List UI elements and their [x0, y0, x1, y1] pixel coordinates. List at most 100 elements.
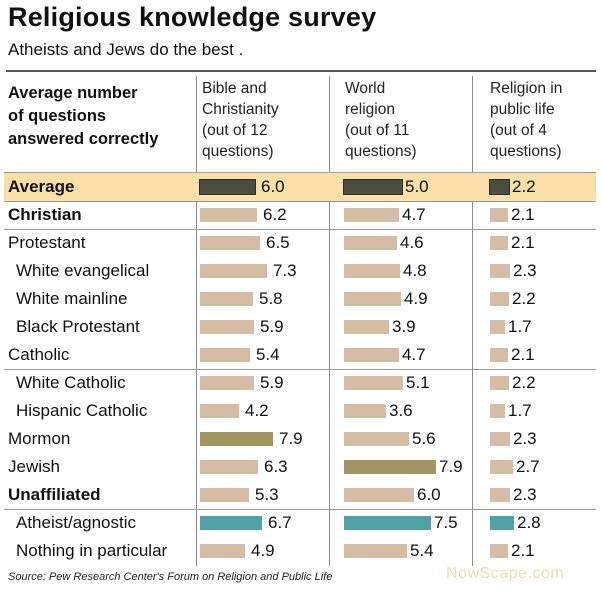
value-label: 5.1 [406, 373, 430, 392]
bar [344, 376, 403, 390]
bar [343, 179, 403, 195]
category-label: Atheist/agnostic [16, 513, 137, 532]
bar [344, 292, 401, 306]
value-label: 2.2 [512, 289, 536, 308]
bar [344, 264, 400, 278]
value-label: 3.9 [392, 317, 416, 336]
value-label: 4.6 [400, 233, 424, 252]
value-label: 4.9 [251, 541, 275, 560]
column-divider [329, 76, 330, 566]
category-label: Black Protestant [16, 317, 140, 336]
bar [200, 264, 267, 278]
column-header-line: World [345, 80, 386, 97]
column-header-public-life: Religion in public life (out of 4 questi… [490, 78, 562, 162]
value-label: 5.9 [260, 317, 284, 336]
row-separator [4, 172, 596, 173]
category-label: White mainline [16, 289, 128, 308]
column-header-bible: Bible and Christianity (out of 12 questi… [202, 78, 279, 162]
bar [489, 179, 510, 195]
column-header-line: questions) [345, 143, 417, 160]
category-label: Hispanic Catholic [16, 401, 148, 420]
value-label: 2.2 [512, 373, 536, 392]
column-header-world: World religion (out of 11 questions) [345, 78, 417, 162]
bar [200, 488, 249, 502]
value-label: 2.3 [513, 485, 537, 504]
category-label: Christian [8, 205, 82, 224]
value-label: 2.1 [511, 345, 535, 364]
bar [490, 376, 509, 390]
value-label: 2.8 [517, 513, 541, 532]
value-label: 2.1 [511, 233, 535, 252]
row-header: Average number of questions answered cor… [8, 82, 158, 151]
category-label: White Catholic [16, 373, 126, 392]
column-header-line: questions) [202, 143, 274, 160]
bar [200, 320, 254, 334]
bar [200, 404, 239, 418]
value-label: 4.9 [404, 289, 428, 308]
column-header-line: questions) [490, 143, 562, 160]
value-label: 2.7 [516, 457, 540, 476]
chart-subtitle: Atheists and Jews do the best . [8, 40, 244, 59]
column-header-line: Christianity [202, 101, 279, 118]
bar [200, 208, 257, 222]
bar [490, 404, 505, 418]
row-header-line: Average number [8, 84, 138, 102]
bar [344, 488, 414, 502]
top-rule [6, 70, 596, 72]
row-header-line: of questions [8, 107, 107, 125]
value-label: 2.2 [512, 177, 536, 196]
row-separator [4, 509, 596, 510]
bar [344, 432, 409, 446]
bar [200, 292, 253, 306]
source-note: Source: Pew Research Center's Forum on R… [8, 571, 333, 583]
bar [490, 236, 508, 250]
value-label: 5.3 [255, 485, 279, 504]
value-label: 7.5 [434, 513, 458, 532]
value-label: 2.3 [513, 429, 537, 448]
value-label: 5.4 [410, 541, 434, 560]
column-divider [196, 76, 197, 566]
bar [200, 460, 258, 474]
bar [200, 376, 254, 390]
value-label: 6.5 [266, 233, 290, 252]
bar [490, 292, 509, 306]
value-label: 1.7 [508, 401, 532, 420]
row-separator [4, 201, 596, 202]
column-header-line: (out of 12 [202, 122, 268, 139]
bar [344, 544, 407, 558]
value-label: 2.1 [511, 541, 535, 560]
category-label: Mormon [8, 429, 71, 448]
bar [490, 208, 508, 222]
bar [344, 320, 389, 334]
column-header-line: public life [490, 101, 555, 118]
bar [344, 404, 386, 418]
bar [200, 348, 250, 362]
category-label: Unaffiliated [8, 485, 101, 504]
value-label: 5.8 [259, 289, 283, 308]
bar [344, 516, 431, 530]
value-label: 5.0 [405, 177, 429, 196]
value-label: 5.9 [260, 373, 284, 392]
value-label: 6.7 [268, 513, 292, 532]
column-header-line: (out of 4 [490, 122, 547, 139]
bar [490, 544, 508, 558]
bar [490, 488, 510, 502]
bar [344, 208, 399, 222]
bar [490, 516, 514, 530]
chart-title: Religious knowledge survey [8, 2, 377, 32]
value-label: 2.1 [511, 205, 535, 224]
value-label: 6.0 [417, 485, 441, 504]
value-label: 2.3 [513, 261, 537, 280]
value-label: 4.7 [402, 205, 426, 224]
bar [200, 236, 260, 250]
value-label: 1.7 [508, 317, 532, 336]
value-label: 4.7 [402, 345, 426, 364]
column-header-line: Bible and [202, 80, 267, 97]
column-divider [472, 76, 473, 566]
bar [490, 348, 508, 362]
row-separator [4, 369, 596, 370]
column-header-line: religion [345, 101, 395, 118]
bar [490, 320, 505, 334]
category-label: Jewish [8, 457, 60, 476]
value-label: 6.2 [263, 205, 287, 224]
